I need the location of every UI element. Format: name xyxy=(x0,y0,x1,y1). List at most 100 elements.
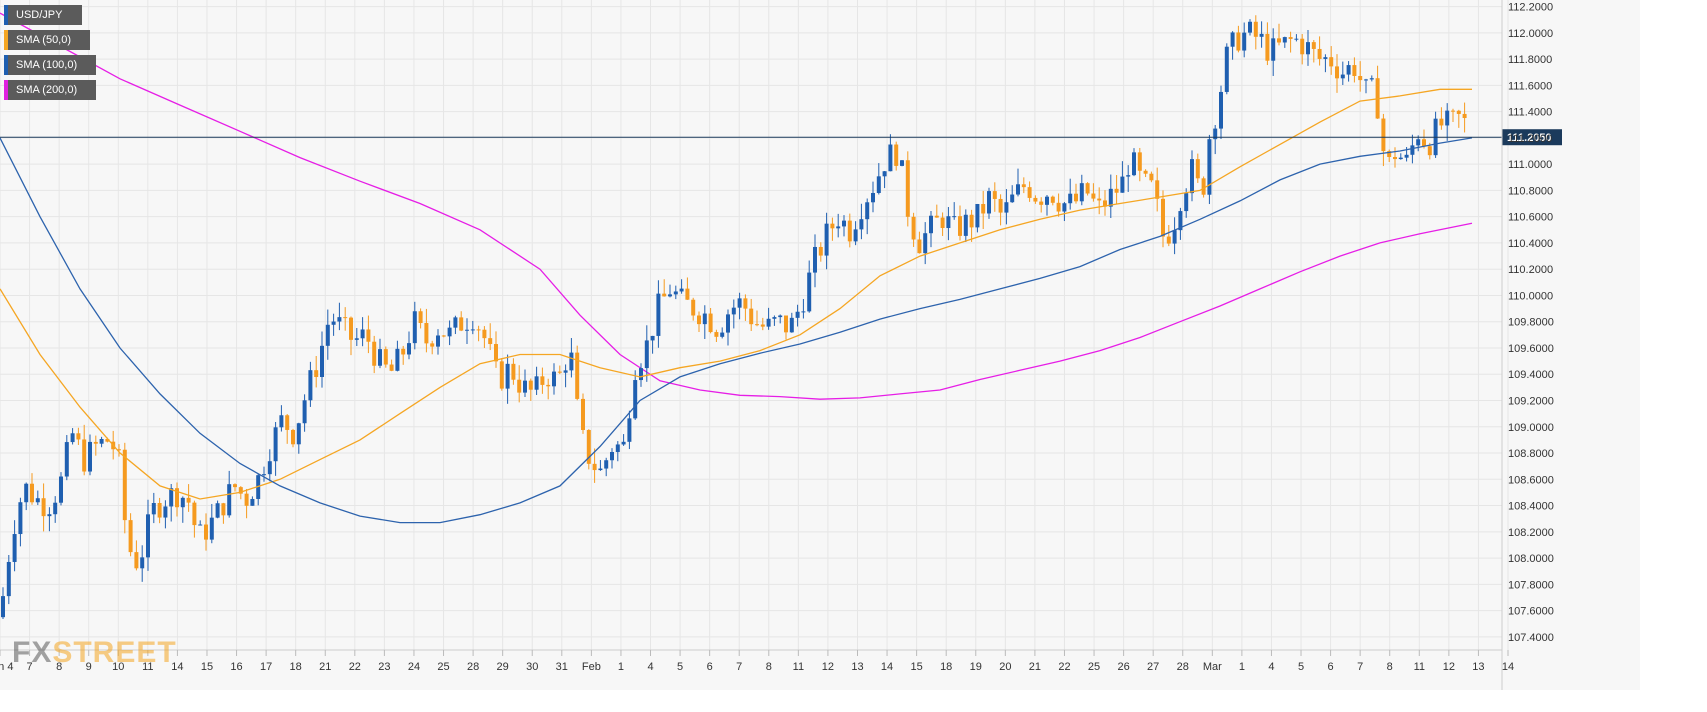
candle-body xyxy=(163,506,168,518)
candle-body xyxy=(285,415,290,430)
candle-body xyxy=(30,483,34,503)
candle-body xyxy=(778,315,783,318)
candle-body xyxy=(186,497,191,503)
candle-body xyxy=(615,444,620,452)
candle-body xyxy=(987,191,991,214)
candle-body xyxy=(1091,193,1096,199)
candle-body xyxy=(923,233,928,254)
candle-body xyxy=(465,329,469,331)
candle-body xyxy=(1,596,5,618)
candle-body xyxy=(1027,187,1032,198)
candle-body xyxy=(412,311,417,344)
candle-body xyxy=(88,441,92,472)
logo-part-street: STREET xyxy=(52,636,177,669)
candle-body xyxy=(975,203,980,228)
candle-body xyxy=(1300,38,1305,55)
x-tick-label: 18 xyxy=(290,661,302,673)
sma50-path xyxy=(0,88,1472,500)
candle-body xyxy=(140,557,145,569)
candle-body xyxy=(1056,202,1061,212)
candle-body xyxy=(1172,230,1177,244)
candle-body xyxy=(227,484,232,516)
x-tick-label: 24 xyxy=(408,661,420,673)
x-tick-label: 22 xyxy=(349,661,361,673)
x-tick-label: 23 xyxy=(378,661,390,673)
candle-body xyxy=(1068,193,1073,204)
candle-body xyxy=(836,226,841,229)
y-tick-label: 111.6000 xyxy=(1508,80,1552,92)
candle-body xyxy=(963,214,968,236)
y-axis: 112.2000 112.0000 111.8000 111.6000 111.4000… xyxy=(1501,0,1554,690)
legend-swatch xyxy=(4,80,8,100)
x-tick-label: 7 xyxy=(27,661,33,673)
x-tick-label: 13 xyxy=(1472,661,1484,673)
x-tick-label: 20 xyxy=(999,661,1011,673)
candle-body xyxy=(673,291,678,295)
y-tick-label: 110.6000 xyxy=(1508,212,1553,224)
candle-body xyxy=(418,311,423,324)
y-tick-label: 109.0000 xyxy=(1508,422,1554,434)
candle-body xyxy=(737,298,742,308)
x-tick-label: Mar xyxy=(1203,661,1222,673)
candle-body xyxy=(697,315,701,325)
candle-body xyxy=(262,474,266,476)
candle-body xyxy=(575,352,580,399)
x-tick-label: 17 xyxy=(260,661,272,673)
candle-body xyxy=(337,317,342,322)
x-tick-label: 28 xyxy=(1177,661,1189,673)
candle-body xyxy=(888,144,893,172)
candle-body xyxy=(1033,197,1038,202)
candle-body xyxy=(789,317,794,333)
candle-body xyxy=(650,335,655,341)
candle-body xyxy=(1074,193,1078,202)
candle-body xyxy=(760,324,765,327)
x-tick-label: 28 xyxy=(467,661,479,673)
y-tick-label: 108.8000 xyxy=(1508,448,1554,460)
candle-body xyxy=(291,429,295,445)
x-tick-label: 8 xyxy=(766,661,772,673)
candle-body xyxy=(627,418,632,442)
x-tick-label: Feb xyxy=(582,661,601,673)
y-tick-label: 108.4000 xyxy=(1508,501,1554,513)
candle-body xyxy=(35,498,40,503)
sma200-line xyxy=(0,12,1473,400)
candle-body xyxy=(267,461,272,475)
candle-body xyxy=(621,441,626,445)
candle-body xyxy=(859,219,864,230)
candle-body xyxy=(1178,211,1183,231)
candle-body xyxy=(169,488,174,507)
candle-body xyxy=(639,368,643,381)
x-tick-label: 30 xyxy=(526,661,538,673)
x-tick-label: 12 xyxy=(822,661,834,673)
candle-body xyxy=(1451,110,1455,112)
candle-body xyxy=(12,534,17,562)
candle-body xyxy=(1410,145,1415,155)
candle-body xyxy=(766,318,771,327)
candle-body xyxy=(482,329,487,339)
candle-body xyxy=(151,503,156,515)
x-tick-label: 4 xyxy=(1268,661,1274,673)
candle-body xyxy=(407,343,411,355)
y-tick-label: 110.0000 xyxy=(1508,290,1553,302)
y-tick-label: 112.2000 xyxy=(1508,2,1553,14)
legend-sma50[interactable]: SMA (50,0) xyxy=(4,30,90,50)
candle-body xyxy=(424,323,429,344)
legend-label: SMA (100,0) xyxy=(16,59,78,71)
x-tick-label: 5 xyxy=(677,661,683,673)
candle-body xyxy=(1016,184,1020,195)
candle-body xyxy=(1282,37,1287,43)
legend-usdjpy[interactable]: USD/JPY xyxy=(4,5,82,25)
candle-body xyxy=(82,439,87,472)
y-tick-label: 111.0000 xyxy=(1508,159,1552,171)
candle-body xyxy=(41,498,46,517)
candle-body xyxy=(1045,196,1049,205)
candle-body xyxy=(296,423,301,445)
candle-body xyxy=(122,449,127,521)
candle-body xyxy=(772,317,777,319)
legend-sma100[interactable]: SMA (100,0) xyxy=(4,55,96,75)
candle-body xyxy=(1335,66,1339,79)
x-tick-label: 11 xyxy=(142,661,153,673)
candle-body xyxy=(1427,146,1432,156)
legend-sma200[interactable]: SMA (200,0) xyxy=(4,80,96,100)
